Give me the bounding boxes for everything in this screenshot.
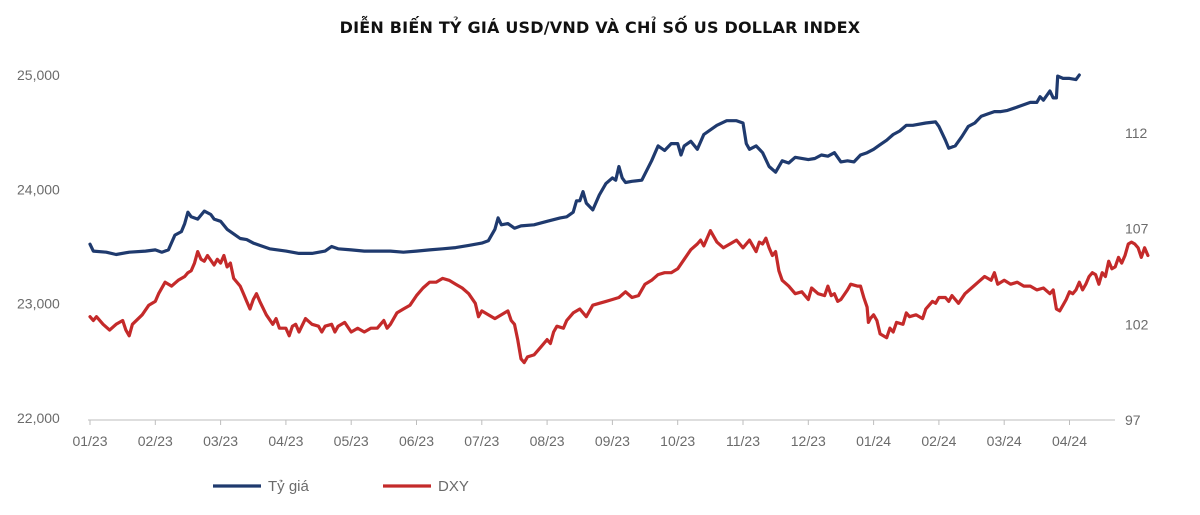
y-right-tick-label: 107 <box>1125 221 1149 237</box>
y-left-tick-label: 24,000 <box>17 181 60 197</box>
y-left-tick-label: 22,000 <box>17 410 60 426</box>
x-tick-label: 01/23 <box>72 433 107 449</box>
x-tick-label: 03/24 <box>987 433 1022 449</box>
x-tick-label: 02/23 <box>138 433 173 449</box>
x-tick-label: 02/24 <box>921 433 956 449</box>
y-right-tick-label: 112 <box>1125 125 1148 141</box>
x-tick-label: 10/23 <box>660 433 695 449</box>
x-tick-label: 09/23 <box>595 433 630 449</box>
x-tick-label: 07/23 <box>464 433 499 449</box>
y-right-tick-label: 102 <box>1125 316 1149 332</box>
x-tick-label: 05/23 <box>334 433 369 449</box>
x-tick-label: 08/23 <box>530 433 565 449</box>
x-tick-label: 12/23 <box>791 433 826 449</box>
legend-label: Tỷ giá <box>268 478 310 495</box>
x-tick-label: 03/23 <box>203 433 238 449</box>
y-right-tick-label: 97 <box>1125 412 1141 428</box>
y-left-tick-label: 25,000 <box>17 67 60 83</box>
y-left-tick-label: 23,000 <box>17 296 60 312</box>
x-tick-label: 04/24 <box>1052 433 1087 449</box>
x-tick-label: 11/23 <box>726 433 760 449</box>
chart-title: DIỄN BIẾN TỶ GIÁ USD/VND VÀ CHỈ SỐ US DO… <box>339 18 861 37</box>
x-tick-label: 06/23 <box>399 433 434 449</box>
x-tick-label: 01/24 <box>856 433 891 449</box>
x-tick-label: 04/23 <box>268 433 303 449</box>
legend-label: DXY <box>438 478 469 495</box>
series-line-dxy <box>88 229 1150 365</box>
series-line-ty-gia <box>88 73 1081 257</box>
